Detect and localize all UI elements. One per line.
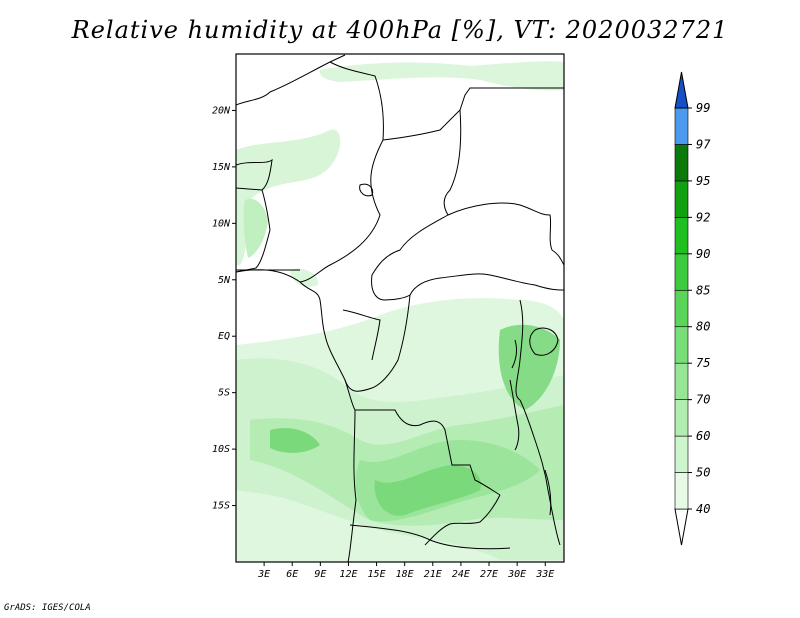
lake-tanganyika [509,379,520,451]
colorbar-label: 75 [696,356,710,370]
latitude-axis: 20N 15N 10N 5N EQ 5S 10S 15S [212,105,236,512]
lakes [359,183,559,516]
lat-label: 15N [212,162,231,173]
lat-label: 15S [212,501,230,512]
country-borders [236,54,564,562]
colorbar-segment [674,362,689,400]
lat-label: 10N [212,218,231,229]
colorbar-label: 92 [696,210,710,224]
colorbar-segment [674,289,689,328]
colorbar-label: 80 [696,320,710,334]
colorbar-label: 50 [696,466,710,480]
colorbar-segment [674,508,689,546]
humidity-area-core [270,428,320,453]
colorbar-segment [674,253,689,291]
humidity-area-core [498,324,560,410]
lat-label: 5S [218,388,230,399]
lon-label: 27E [480,569,498,580]
lat-label: EQ [218,331,230,342]
lake-chad [359,183,374,197]
lake-albert [511,339,517,369]
lat-label: 5N [218,275,231,286]
lon-label: 15E [368,569,386,580]
lon-label: 18E [396,569,414,580]
colorbar-label: 90 [696,247,710,261]
lat-label: 10S [212,444,230,455]
colorbar-label: 85 [696,283,710,297]
figure: 20N 15N 10N 5N EQ 5S 10S 15S 3E 6E 9E 12E 15E 18E 21E… [212,53,711,580]
colorbar-segment [674,144,689,182]
humidity-field [236,61,564,562]
colorbar-label: 60 [696,429,710,443]
lat-label: 20N [212,105,231,116]
lon-label: 21E [424,569,442,580]
colorbar-segment [674,107,689,145]
lon-label: 6E [286,569,298,580]
grads-credit: GrADS: IGES/COLA [4,603,91,613]
colorbar-label: 70 [696,393,710,407]
humidity-area-north [243,198,268,258]
colorbar-segment [674,399,689,437]
colorbar-segment [674,472,689,510]
lon-label: 33E [535,569,554,580]
lon-label: 30E [507,569,526,580]
lon-label: 3E [257,569,270,580]
colorbar-label: 97 [696,137,711,151]
humidity-area-north [290,268,319,287]
colorbar-label: 99 [696,101,710,115]
lon-label: 9E [314,569,326,580]
colorbar-segment [674,180,689,218]
colorbar-segment [674,217,689,255]
lake-malawi [544,469,552,516]
colorbar: 40 50 60 70 75 80 85 90 92 95 97 99 [674,71,711,546]
lon-label: 12E [339,569,357,580]
colorbar-label: 95 [696,174,710,188]
map-frame [235,53,565,563]
longitude-axis: 3E 6E 9E 12E 15E 18E 21E 24E 27E 30E 33E [257,562,554,580]
humidity-area-north [236,129,341,265]
colorbar-segment [674,435,689,473]
colorbar-label: 40 [696,502,710,516]
humidity-area-core [374,465,481,516]
colorbar-segment [674,71,689,109]
chart-title: Relative humidity at 400hPa [%], VT: 202… [71,16,729,44]
humidity-area-north [319,61,564,91]
colorbar-segment [674,326,689,364]
lon-label: 24E [452,569,470,580]
lake-victoria [529,327,559,356]
